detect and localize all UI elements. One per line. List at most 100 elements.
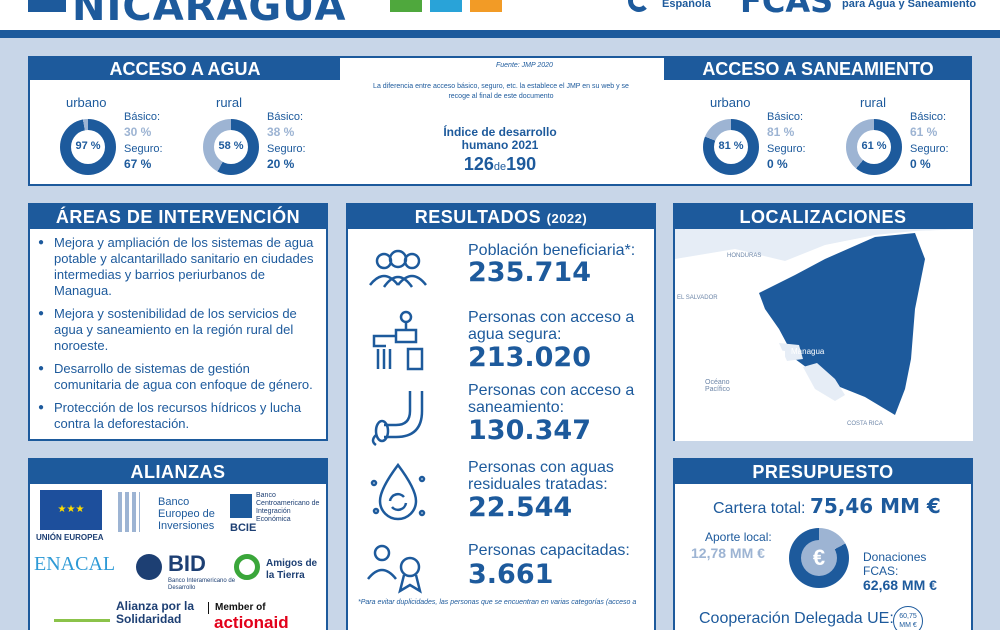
- nicaragua-map: [675, 229, 973, 441]
- areas-panel: ÁREAS DE INTERVENCIÓN Mejora y ampliació…: [28, 203, 328, 441]
- aecid-logo-icon: [628, 0, 650, 12]
- bcie-name: Banco Centroamericano de Integración Eco…: [256, 492, 320, 523]
- presupuesto-panel: PRESUPUESTO Cartera total: 75,46 MM € Ap…: [673, 458, 973, 630]
- member-of-label: Member of: [208, 602, 266, 614]
- agua-urbano-label: urbano: [66, 95, 107, 110]
- result-value: 3.661: [468, 559, 554, 590]
- result-label: Población beneficiaria*:: [468, 242, 636, 259]
- san-rural-label: rural: [860, 95, 887, 110]
- ue-value-badge: 60,75 MM €: [893, 606, 923, 630]
- agua-rural-basico: 38 %: [267, 125, 295, 139]
- list-item: Protección de los recursos hídricos y lu…: [38, 400, 316, 432]
- result-value: 235.714: [468, 257, 591, 288]
- actionaid-logo: actionaid: [214, 613, 289, 630]
- pipe-icon: [371, 391, 424, 447]
- idh-title: Índice de desarrollo humano 2021: [443, 125, 557, 152]
- training-icon: [367, 544, 422, 594]
- result-value: 22.544: [468, 492, 573, 523]
- results-panel: RESULTADOS (2022) Población beneficiaria…: [346, 203, 656, 630]
- san-urbano-basico: 81 %: [767, 125, 795, 139]
- header-divider: [0, 30, 1000, 38]
- ods-city-icon: [470, 0, 502, 12]
- bcie-label: BCIE: [230, 522, 257, 534]
- san-urbano-pct: 81 %: [718, 140, 744, 152]
- amigos-label: Amigos de la Tierra: [266, 558, 318, 581]
- areas-title: ÁREAS DE INTERVENCIÓN: [30, 205, 326, 229]
- san-urbano-seguro: 0 %: [767, 157, 788, 171]
- seguro-label: Seguro:: [910, 143, 949, 155]
- cooperacion-logo: [28, 0, 66, 12]
- bid-sub: Banco Interamericano de Desarrollo: [168, 578, 236, 591]
- agua-urbano-basico: 30 %: [124, 125, 152, 139]
- basico-label: Básico:: [910, 111, 947, 123]
- managua-label: Managua: [791, 347, 825, 356]
- basico-label: Básico:: [267, 111, 304, 123]
- header: NICARAGUA Española FCAS para Agua y Sane…: [0, 0, 1000, 30]
- alianzas-title: ALIANZAS: [30, 460, 326, 484]
- honduras-label: HONDURAS: [727, 253, 762, 259]
- results-footnote: *Para evitar duplicidades, las personas …: [358, 599, 637, 606]
- areas-list: Mejora y ampliación de los sistemas de a…: [30, 229, 326, 432]
- list-item: Desarrollo de sistemas de gestión comuni…: [38, 361, 316, 393]
- bid-label: BID: [168, 551, 206, 576]
- results-title: RESULTADOS (2022): [348, 205, 654, 229]
- cartera-total: Cartera total: 75,46 MM €: [713, 494, 941, 518]
- bcie-logo-icon: [230, 494, 252, 518]
- aporte-value: 12,78 MM €: [691, 545, 765, 561]
- enacal-logo: ENACAL: [34, 553, 116, 575]
- ocean-label: Océano Pacífico: [705, 379, 730, 393]
- result-label: Personas capacitadas:: [468, 542, 630, 559]
- page-title: NICARAGUA: [72, 0, 347, 30]
- budget-donut: €: [789, 528, 849, 588]
- agua-rural-seguro: 20 %: [267, 157, 295, 171]
- seguro-label: Seguro:: [267, 143, 306, 155]
- espanola-label: Española: [662, 0, 711, 10]
- access-panel: ACCESO A AGUA ACCESO A SANEAMIENTO: [28, 56, 972, 186]
- water-drop-icon: [370, 462, 426, 521]
- bei-logo-icon: [118, 492, 140, 532]
- bid-logo-icon: [136, 554, 162, 580]
- san-urbano-label: urbano: [710, 95, 751, 110]
- bei-label: Banco Europeo de Inversiones: [158, 496, 215, 532]
- agua-urbano-donut: [60, 119, 116, 175]
- ue-label: UNIÓN EUROPEA: [36, 533, 104, 542]
- list-item: Mejora y sostenibilidad de los servicios…: [38, 306, 316, 354]
- agua-rural-donut: [203, 119, 259, 175]
- basico-label: Básico:: [124, 111, 161, 123]
- result-value: 130.347: [468, 415, 591, 446]
- san-rural-pct: 61 %: [861, 140, 887, 152]
- san-urbano-donut: [703, 119, 759, 175]
- san-rural-seguro: 0 %: [910, 157, 931, 171]
- fcas-subtitle: para Agua y Saneamiento: [842, 0, 977, 10]
- tap-icon: [372, 310, 424, 371]
- agua-urbano-pct: 97 %: [75, 140, 101, 152]
- eu-flag-icon: ★★★: [40, 490, 102, 530]
- fcas-logo: FCAS: [740, 0, 834, 20]
- alianza-label: Alianza por la Solidaridad: [116, 599, 195, 626]
- map-panel: LOCALIZACIONES HONDURAS EL SALVADOR Océa…: [673, 203, 973, 441]
- alianza-logo-icon: [54, 604, 110, 622]
- seguro-label: Seguro:: [767, 143, 806, 155]
- alianzas-panel: ALIANZAS ★★★ UNIÓN EUROPEA Banco Europeo…: [28, 458, 328, 630]
- jmp-note: La diferencia entre acceso básico, segur…: [373, 83, 629, 100]
- agua-rural-label: rural: [216, 95, 243, 110]
- costa-rica-label: COSTA RICA: [847, 421, 883, 427]
- agua-urbano-seguro: 67 %: [124, 157, 152, 171]
- source-note: Fuente: JMP 2020: [496, 62, 553, 69]
- san-rural-donut: [846, 119, 902, 175]
- result-label: Personas con aguas residuales tratadas:: [468, 459, 614, 493]
- aporte-label: Aporte local:: [705, 530, 772, 544]
- agua-rural-pct: 58 %: [218, 140, 244, 152]
- result-label: Personas con acceso a saneamiento:: [468, 382, 635, 416]
- presupuesto-title: PRESUPUESTO: [675, 460, 971, 484]
- map: HONDURAS EL SALVADOR Océano Pacífico COS…: [675, 229, 973, 441]
- people-icon: [369, 249, 427, 288]
- ods-water-icon: [430, 0, 462, 12]
- euro-icon: €: [801, 540, 837, 576]
- agua-title: ACCESO A AGUA: [30, 58, 340, 80]
- donaciones-value: 62,68 MM €: [863, 577, 937, 593]
- seguro-label: Seguro:: [124, 143, 163, 155]
- list-item: Mejora y ampliación de los sistemas de a…: [38, 235, 316, 299]
- cooperacion-label: Cooperación Delegada UE:: [699, 610, 894, 627]
- result-value: 213.020: [468, 342, 591, 373]
